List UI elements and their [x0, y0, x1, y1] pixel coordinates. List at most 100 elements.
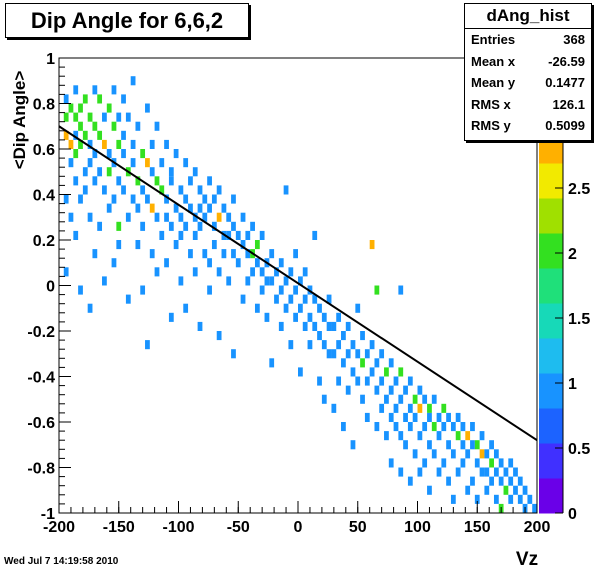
heatmap-bin: [145, 194, 150, 204]
heatmap-bin: [331, 403, 337, 413]
heatmap-bin: [92, 149, 98, 159]
heatmap-bin: [364, 412, 370, 422]
heatmap-bin: [302, 267, 308, 277]
heatmap-bin: [135, 240, 141, 250]
x-tick-label: 0: [294, 519, 303, 536]
histogram-bins: [63, 76, 537, 513]
heatmap-bin: [269, 358, 275, 368]
heatmap-bin: [254, 240, 260, 250]
heatmap-bin: [92, 176, 98, 186]
heatmap-bin: [92, 249, 98, 259]
heatmap-bin: [202, 194, 208, 204]
heatmap-bin: [417, 385, 423, 395]
heatmap-bin: [130, 76, 136, 86]
heatmap-bin: [384, 431, 389, 441]
heatmap-bin: [140, 185, 146, 195]
heatmap-bin: [455, 431, 461, 441]
color-scale-label: 0.5: [568, 441, 590, 458]
heatmap-bin: [178, 212, 184, 222]
heatmap-bin: [364, 349, 370, 359]
chart-title: Dip Angle for 6,6,2: [5, 3, 249, 38]
heatmap-bin: [431, 449, 437, 459]
color-scale-segment: [539, 373, 563, 409]
heatmap-bin: [317, 331, 322, 341]
heatmap-bin: [460, 458, 466, 468]
heatmap-bin: [336, 312, 342, 322]
heatmap-bin: [116, 240, 122, 250]
heatmap-bin: [197, 321, 203, 331]
heatmap-bin: [341, 331, 346, 341]
heatmap-bin: [168, 176, 174, 186]
heatmap-bin: [302, 321, 308, 331]
heatmap-bin: [369, 367, 375, 377]
heatmap-bin: [450, 494, 456, 504]
heatmap-bin: [164, 258, 169, 268]
heatmap-bin: [235, 258, 241, 268]
heatmap-bin: [293, 285, 298, 295]
heatmap-bin: [388, 412, 394, 422]
heatmap-bin: [78, 139, 83, 149]
heatmap-bin: [493, 467, 499, 477]
heatmap-bin: [470, 440, 475, 450]
x-tick-label: 200: [524, 519, 551, 536]
heatmap-bin: [73, 112, 79, 122]
heatmap-bin: [269, 276, 275, 286]
color-scale-segment: [539, 233, 563, 269]
heatmap-bin: [73, 149, 79, 159]
heatmap-bin: [388, 458, 394, 468]
y-tick-label: -0.8: [27, 461, 55, 478]
color-scale-segment: [539, 338, 563, 374]
x-tick-label: -100: [162, 519, 194, 536]
heatmap-bin: [207, 258, 212, 268]
heatmap-bin: [288, 267, 294, 277]
heatmap-bin: [508, 476, 514, 486]
heatmap-bin: [393, 403, 399, 413]
heatmap-bin: [164, 139, 169, 149]
heatmap-bin: [498, 458, 504, 468]
heatmap-bin: [465, 485, 471, 495]
heatmap-bin: [240, 212, 246, 222]
heatmap-bin: [307, 312, 313, 322]
heatmap-bin: [388, 385, 394, 395]
stats-row-rms-x: RMS x 126.1: [465, 94, 591, 116]
x-tick-label: 50: [349, 519, 367, 536]
heatmap-bin: [355, 303, 361, 313]
heatmap-bin: [417, 431, 423, 441]
y-tick-label: -0.6: [27, 415, 55, 432]
heatmap-bin: [283, 276, 289, 286]
heatmap-bin: [436, 412, 442, 422]
heatmap-bin: [403, 385, 408, 395]
heatmap-bin: [441, 422, 447, 432]
heatmap-bin: [364, 376, 370, 386]
heatmap-bin: [63, 94, 69, 104]
heatmap-bin: [121, 149, 126, 159]
x-tick-label: -200: [43, 519, 75, 536]
heatmap-bin: [73, 230, 79, 240]
heatmap-bin: [298, 303, 303, 313]
heatmap-bin: [82, 94, 88, 104]
color-scale-segment: [539, 198, 563, 234]
heatmap-bin: [388, 358, 394, 368]
heatmap-bin: [336, 376, 342, 386]
heatmap-bin: [140, 285, 146, 295]
stats-row-mean-x: Mean x -26.59: [465, 51, 591, 73]
heatmap-bin: [168, 221, 174, 231]
heatmap-bin: [106, 149, 112, 159]
heatmap-bin: [474, 494, 480, 504]
heatmap-bin: [298, 276, 303, 286]
heatmap-bin: [293, 312, 298, 322]
heatmap-bin: [168, 167, 174, 177]
heatmap-bin: [183, 194, 189, 204]
heatmap-bin: [384, 394, 389, 404]
heatmap-bin: [106, 103, 112, 113]
heatmap-bin: [145, 158, 150, 168]
heatmap-bin: [403, 440, 408, 450]
heatmap-bin: [532, 503, 537, 513]
heatmap-bin: [82, 185, 88, 195]
heatmap-bin: [360, 358, 365, 368]
heatmap-bin: [254, 258, 260, 268]
heatmap-bin: [102, 112, 107, 122]
heatmap-bin: [154, 176, 160, 186]
heatmap-bin: [73, 130, 79, 140]
heatmap-bin: [489, 476, 494, 486]
